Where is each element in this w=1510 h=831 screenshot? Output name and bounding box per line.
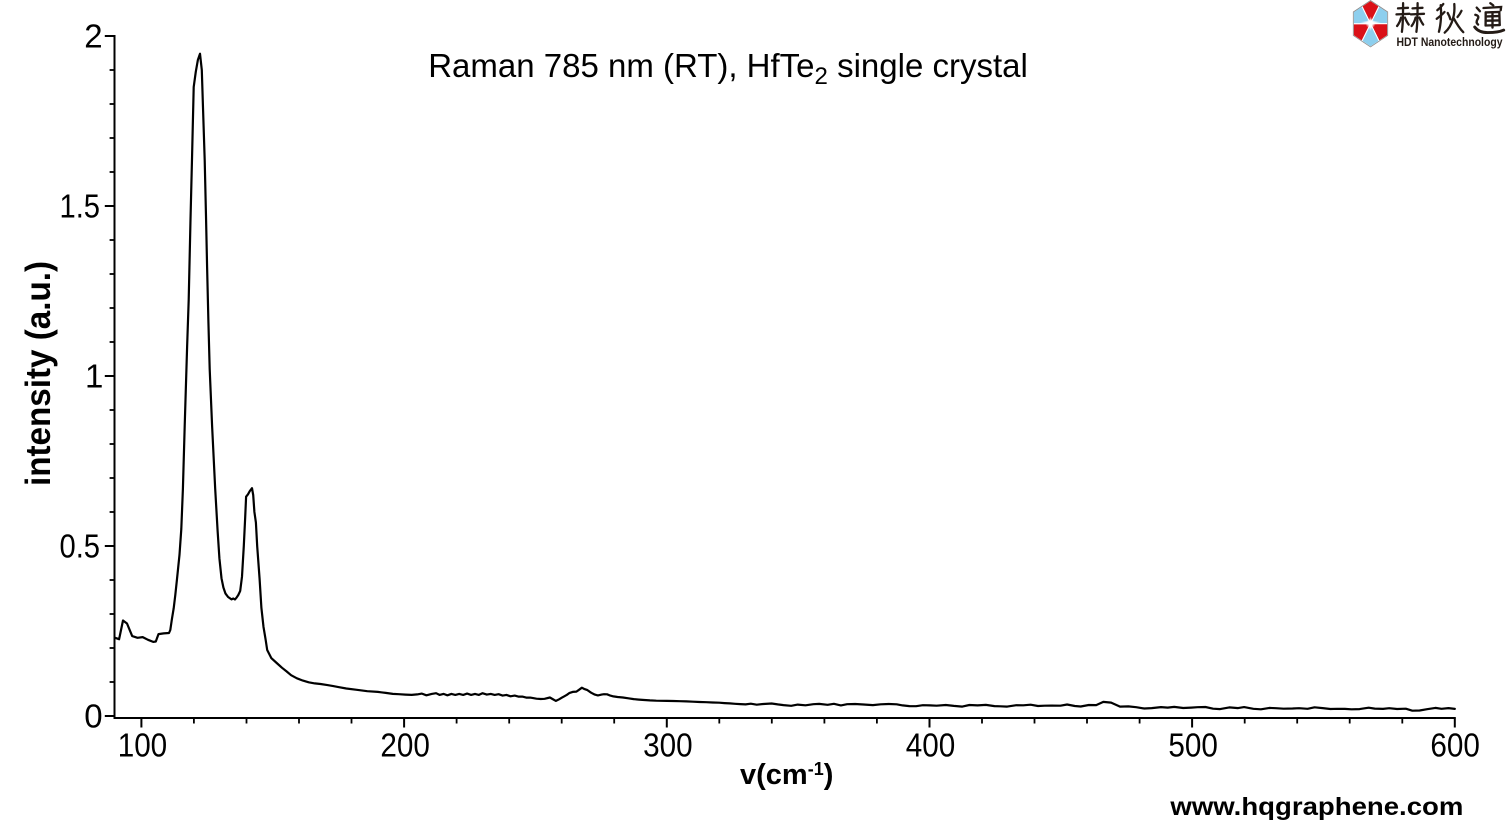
- svg-text:Raman 785 nm (RT), HfTe2 singl: Raman 785 nm (RT), HfTe2 single crystal: [428, 47, 1028, 90]
- svg-text:300: 300: [643, 727, 693, 764]
- svg-text:1: 1: [85, 358, 103, 395]
- svg-text:HDT Nanotechnology: HDT Nanotechnology: [1397, 37, 1504, 49]
- svg-text:2: 2: [84, 18, 102, 55]
- svg-text:0.5: 0.5: [60, 528, 101, 565]
- svg-text:500: 500: [1168, 727, 1218, 764]
- svg-text:0: 0: [84, 698, 102, 735]
- svg-text:600: 600: [1430, 727, 1480, 764]
- svg-text:100: 100: [118, 727, 168, 764]
- svg-text:intensity (a.u.): intensity (a.u.): [19, 261, 58, 486]
- svg-text:www.hqgraphene.com: www.hqgraphene.com: [1169, 793, 1463, 821]
- svg-text:400: 400: [906, 727, 956, 764]
- svg-text:1.5: 1.5: [60, 188, 101, 225]
- svg-text:200: 200: [380, 727, 430, 764]
